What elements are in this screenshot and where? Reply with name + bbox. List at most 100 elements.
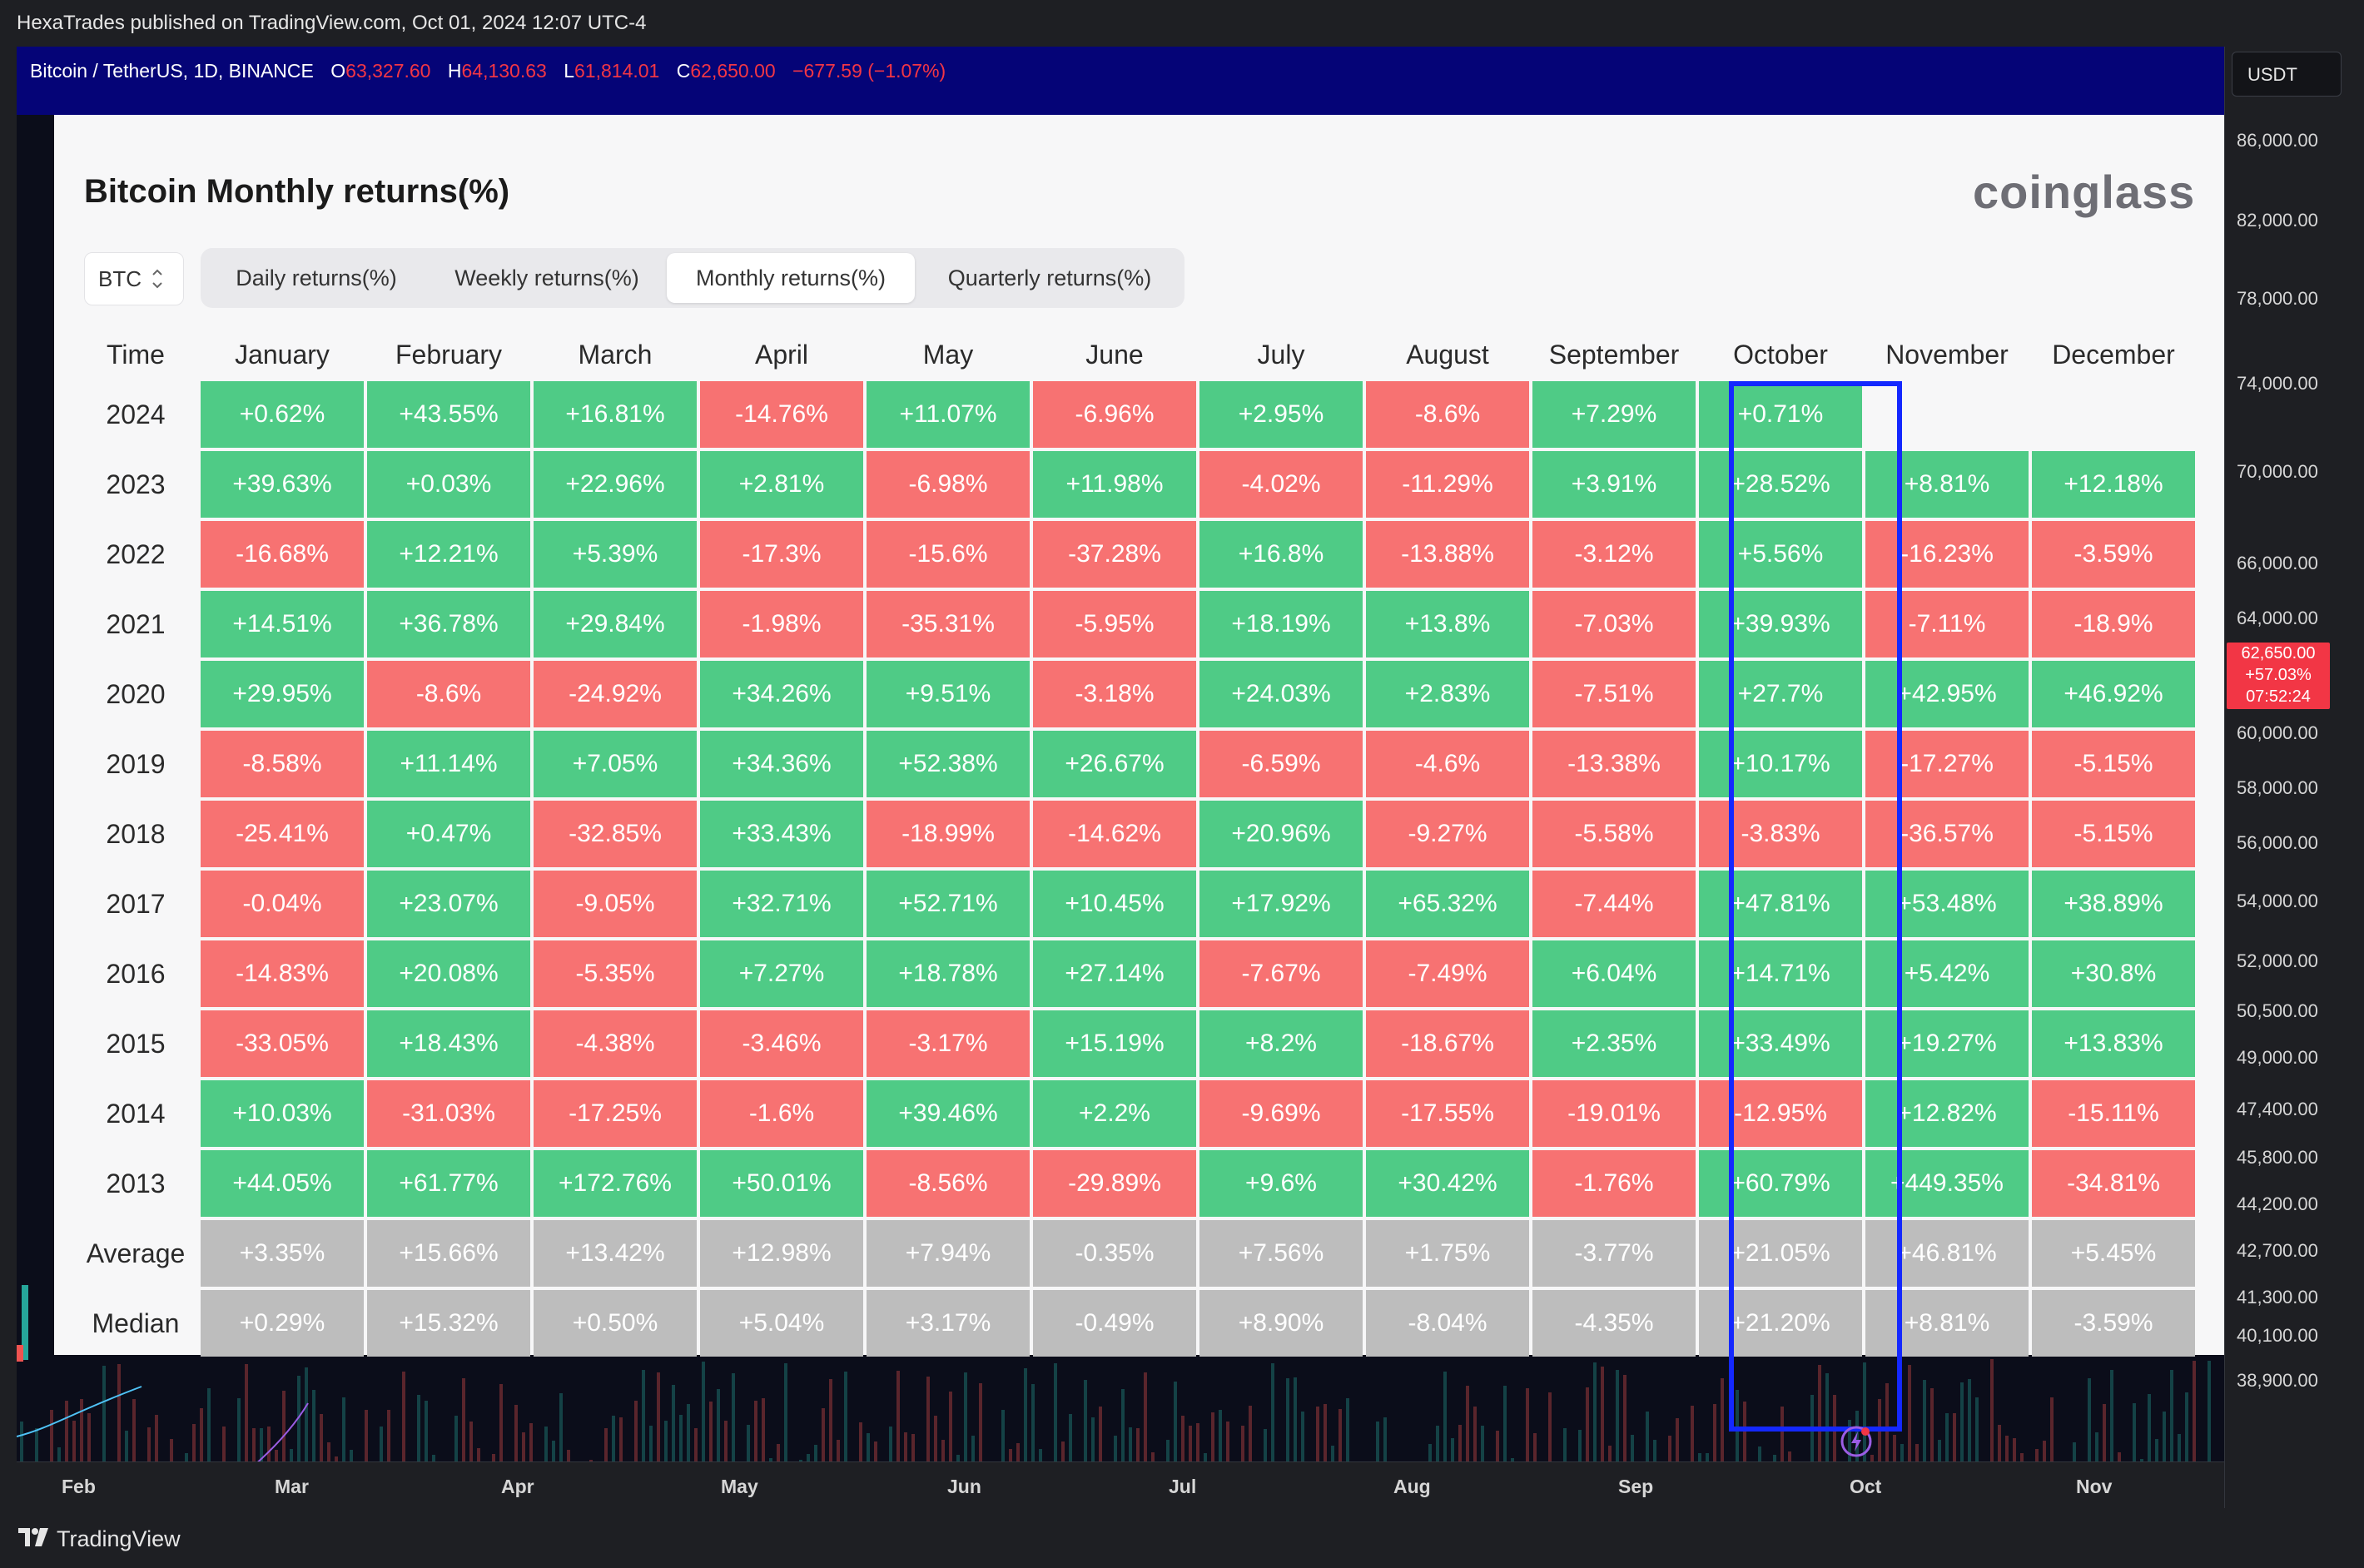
return-cell: +21.05%	[1699, 1220, 1862, 1287]
row-label: 2020	[106, 679, 166, 709]
volume-bar	[2088, 1378, 2091, 1508]
return-cell: -33.05%	[201, 1010, 364, 1077]
price-tick: 66,000.00	[2237, 553, 2318, 573]
return-cell: +6.04%	[1532, 940, 1696, 1007]
row-label: 2018	[106, 819, 166, 849]
return-cell: +5.45%	[2032, 1220, 2195, 1287]
currency-button[interactable]: USDT	[2232, 52, 2342, 97]
volume-bar	[2185, 1392, 2188, 1508]
volume-bar	[1174, 1382, 1177, 1508]
time-tick-aug: Aug	[1393, 1476, 1431, 1497]
return-cell: +34.26%	[700, 661, 863, 727]
price-tick: 74,000.00	[2237, 373, 2318, 394]
symbol-name[interactable]: Bitcoin / TetherUS, 1D, BINANCE	[30, 60, 314, 82]
volume-bar	[297, 1376, 300, 1508]
return-cell: -29.89%	[1033, 1150, 1196, 1217]
return-cell: -35.31%	[867, 591, 1030, 657]
volume-bar	[1301, 1412, 1304, 1508]
return-cell: -6.96%	[1033, 381, 1196, 448]
volume-bar	[2103, 1404, 2106, 1508]
volume-bar	[320, 1414, 323, 1508]
return-cell: +10.17%	[1699, 731, 1862, 797]
column-header-november: November	[1885, 340, 2009, 370]
chart-area[interactable]: Bitcoin / TetherUS, 1D, BINANCE O63,327.…	[17, 47, 2224, 1508]
volume-bar	[1878, 1399, 1881, 1508]
return-cell: -5.58%	[1532, 801, 1696, 867]
return-cell: +34.36%	[700, 731, 863, 797]
volume-bar	[1975, 1397, 1979, 1508]
return-cell: +18.19%	[1199, 591, 1363, 657]
time-tick-jun: Jun	[947, 1476, 981, 1497]
return-cell: -16.23%	[1865, 521, 2029, 588]
time-tick-nov: Nov	[2076, 1476, 2113, 1497]
return-cell: +13.8%	[1366, 591, 1529, 657]
ma-line-cyan	[17, 1386, 142, 1437]
column-header-december: December	[2052, 340, 2175, 370]
volume-bar	[1316, 1407, 1319, 1508]
return-cell: +1.75%	[1366, 1220, 1529, 1287]
return-cell: -14.76%	[700, 381, 863, 448]
tab-quarterly-returns[interactable]: Quarterly returns(%)	[947, 265, 1152, 290]
volume-bar	[245, 1364, 248, 1508]
price-tick: 86,000.00	[2237, 130, 2318, 151]
volume-bar	[1825, 1373, 1829, 1508]
volume-bar	[1945, 1413, 1949, 1508]
return-cell: -11.29%	[1366, 451, 1529, 518]
volume-bar	[50, 1410, 53, 1508]
volume-bar	[1953, 1413, 1956, 1508]
asset-select[interactable]: BTC	[84, 252, 184, 305]
volume-bar	[65, 1401, 68, 1508]
return-cell: -13.88%	[1366, 521, 1529, 588]
asset-select-value: BTC	[98, 266, 142, 291]
close-label: C	[676, 60, 691, 82]
return-cell: +0.62%	[201, 381, 364, 448]
return-cell: +0.03%	[367, 451, 530, 518]
row-label: 2023	[106, 469, 166, 499]
column-header-april: April	[754, 340, 808, 370]
volume-bar	[1623, 1375, 1626, 1508]
volume-bar	[964, 1372, 967, 1508]
volume-bar	[1990, 1359, 1994, 1508]
tab-weekly-returns[interactable]: Weekly returns(%)	[454, 265, 639, 290]
replay-icon[interactable]	[1838, 1423, 1875, 1464]
volume-bar	[1466, 1386, 1469, 1508]
return-cell: +8.81%	[1865, 451, 2029, 518]
return-cell: +8.81%	[1865, 1290, 2029, 1357]
volume-bar	[1099, 1407, 1102, 1508]
return-cell: -24.92%	[534, 661, 697, 727]
monthly-returns-panel: Bitcoin Monthly returns(%) coinglass BTC…	[54, 115, 2224, 1432]
column-header-october: October	[1733, 340, 1828, 370]
return-cell: +11.07%	[867, 381, 1030, 448]
volume-bar	[1324, 1404, 1327, 1508]
tab-monthly-returns[interactable]: Monthly returns(%)	[667, 253, 915, 303]
volume-bar	[896, 1371, 900, 1508]
volume-bar	[754, 1401, 757, 1508]
return-cell: +2.83%	[1366, 661, 1529, 727]
ohlc-legend: Bitcoin / TetherUS, 1D, BINANCE O63,327.…	[30, 60, 946, 82]
volume-bar	[1780, 1407, 1784, 1508]
close-value: 62,650.00	[690, 60, 776, 82]
column-header-may: May	[922, 340, 974, 370]
volume-bar	[1736, 1390, 1739, 1508]
candle-stub	[17, 1345, 23, 1362]
return-cell: -0.35%	[1033, 1220, 1196, 1287]
volume-bar	[709, 1402, 713, 1508]
return-cell: +42.95%	[1865, 661, 2029, 727]
time-axis[interactable]: Feb Mar Apr May Jun Jul Aug Sep Oct Nov	[17, 1461, 2224, 1509]
chevron-updown-icon	[150, 253, 165, 325]
volume-bar	[80, 1399, 83, 1508]
return-cell: +7.27%	[700, 940, 863, 1007]
return-cell: -3.46%	[700, 1010, 863, 1077]
volume-bar	[1885, 1383, 1889, 1508]
volume-bar	[1923, 1380, 1926, 1508]
return-cell: +0.47%	[367, 801, 530, 867]
open-value: 63,327.60	[345, 60, 431, 82]
volume-bar	[634, 1401, 638, 1508]
bar-countdown: 07:52:24	[2246, 687, 2311, 706]
price-axis[interactable]: USDT 86,000.00 82,000.00 78,000.00 74,000.0…	[2224, 47, 2364, 1508]
tab-daily-returns[interactable]: Daily returns(%)	[236, 265, 397, 290]
return-cell: -4.02%	[1199, 451, 1363, 518]
volume-bar	[2193, 1361, 2196, 1508]
return-cell: +22.96%	[534, 451, 697, 518]
